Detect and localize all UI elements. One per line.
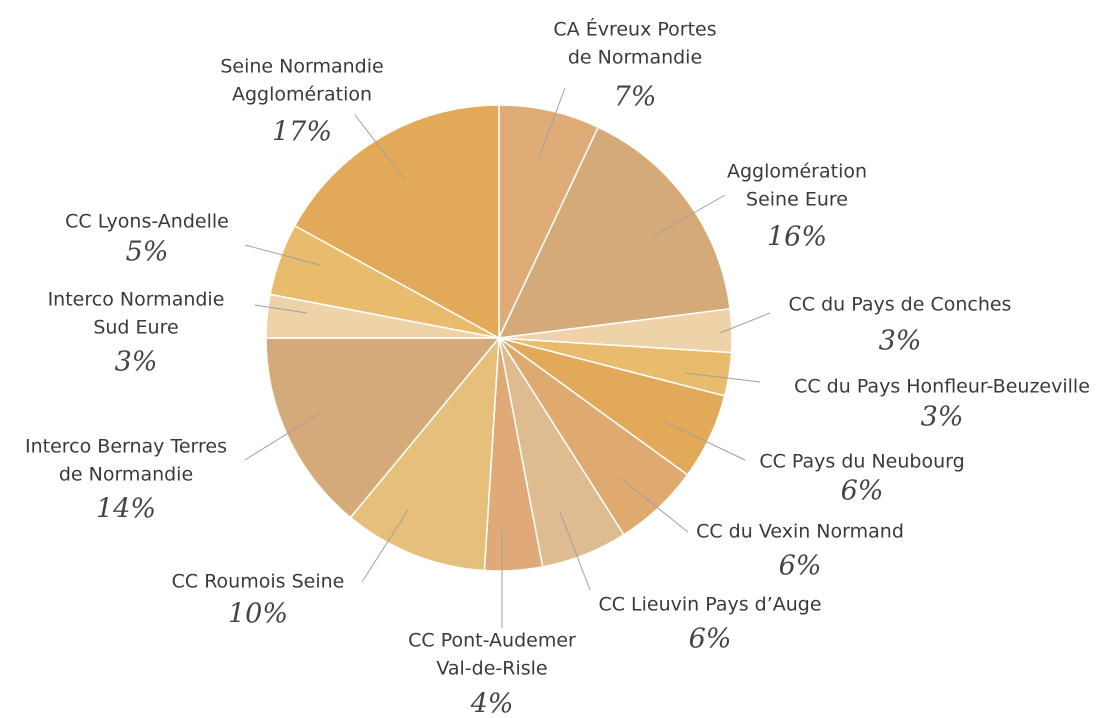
- leader-line: [559, 511, 591, 591]
- value-label: 6%: [689, 624, 732, 655]
- slice-label: CC Pont-Audemer: [408, 630, 576, 652]
- value-label: 3%: [921, 402, 964, 433]
- slice-label: CC Lyons-Andelle: [65, 211, 229, 233]
- leader-line: [361, 509, 409, 583]
- slice-label: Interco Bernay Terres: [25, 436, 227, 458]
- slice-label: CC Roumois Seine: [172, 571, 345, 593]
- leader-line: [619, 477, 689, 533]
- pie-slice: [349, 335, 500, 572]
- pie-slice: [293, 104, 500, 340]
- value-label: 6%: [779, 551, 822, 582]
- slice-label: CC du Pays de Conches: [789, 294, 1012, 316]
- pie-slice: [498, 104, 600, 339]
- value-label: 10%: [228, 599, 288, 630]
- leader-line: [254, 304, 308, 314]
- value-label: 6%: [841, 476, 884, 507]
- slice-label: CA Évreux Portes: [553, 18, 716, 41]
- value-label: 3%: [879, 326, 922, 357]
- slice-label: Agglomération: [232, 84, 372, 106]
- slice-label: CC du Vexin Normand: [696, 521, 904, 543]
- slice-label: CC Pays du Neubourg: [759, 451, 964, 473]
- pie-slice: [265, 337, 501, 519]
- leader-line: [354, 114, 406, 181]
- leader-line: [244, 411, 323, 461]
- value-label: 4%: [470, 689, 514, 718]
- pie-slice: [497, 126, 732, 339]
- slice-label: CC Lieuvin Pays d’Auge: [598, 594, 821, 616]
- slice-label: de Normandie: [59, 464, 193, 486]
- value-label: 5%: [126, 237, 169, 268]
- slice-label: de Normandie: [568, 47, 702, 69]
- value-label: 3%: [115, 347, 158, 378]
- slice-label: CC du Pays Honfleur-Beuzeville: [794, 376, 1090, 398]
- slice-label: Interco Normandie: [48, 289, 225, 311]
- value-label: 14%: [96, 494, 156, 525]
- leader-line: [684, 372, 761, 383]
- slice-label: Sud Eure: [93, 317, 178, 339]
- leader-line: [244, 244, 321, 266]
- leader-line: [719, 312, 771, 334]
- slice-label: Seine Normandie: [220, 56, 383, 78]
- value-label: 7%: [614, 82, 657, 113]
- slice-label: Seine Eure: [746, 189, 848, 211]
- value-label: 17%: [272, 117, 332, 148]
- leader-line: [654, 194, 726, 236]
- leader-line: [664, 421, 746, 461]
- value-label: 16%: [767, 222, 827, 253]
- slice-label: Val-de-Risle: [436, 658, 547, 680]
- leader-line: [539, 87, 566, 156]
- slice-label: Agglomération: [727, 161, 867, 183]
